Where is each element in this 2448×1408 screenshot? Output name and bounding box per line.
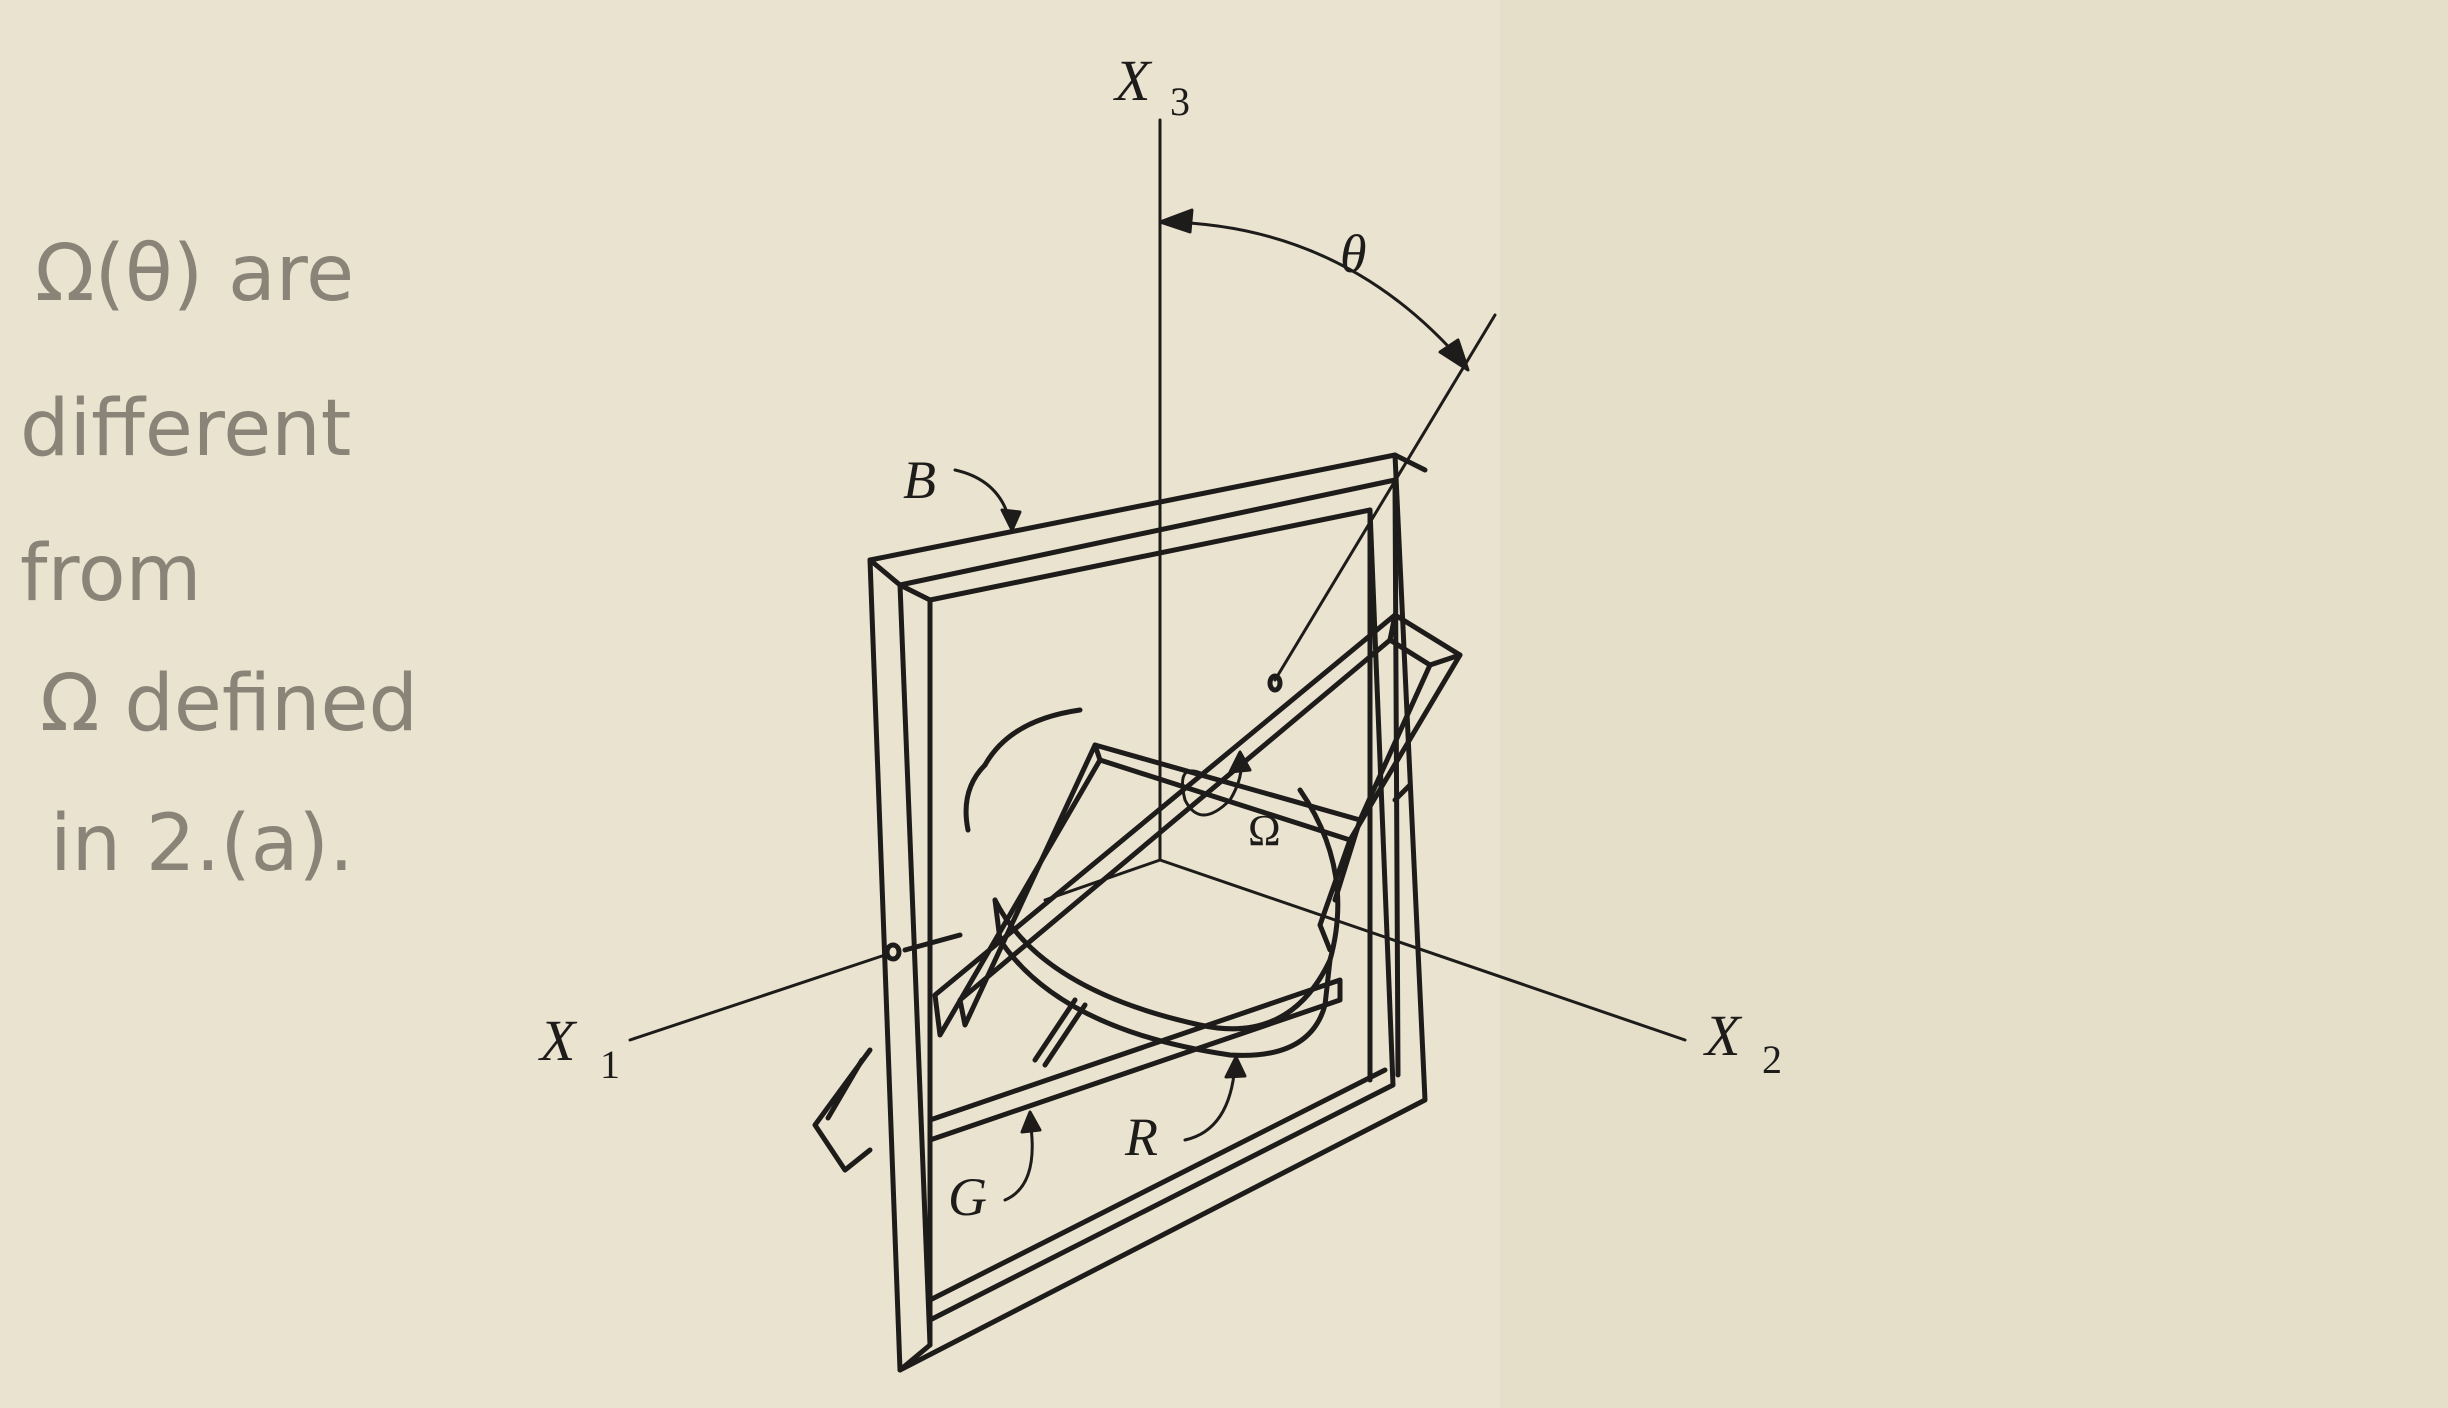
outer-frame-b	[867, 452, 1428, 1373]
note-line-5: in 2.(a).	[50, 799, 354, 889]
label-b: B	[903, 450, 936, 510]
leader-lines	[953, 468, 1247, 1202]
label-g: G	[948, 1167, 987, 1227]
axis-x1-inner	[1043, 858, 1162, 902]
theta-arc	[1158, 208, 1470, 372]
label-omega: Ω	[1248, 806, 1281, 855]
note-line-2: different	[20, 384, 351, 474]
label-x2-sub: 2	[1762, 1037, 1782, 1082]
omega-arrow	[1181, 750, 1252, 817]
paper-shade	[1500, 0, 2448, 1408]
stand-bracket	[812, 1047, 873, 1173]
inner-gimbal-frame	[932, 612, 1463, 1038]
axis-x1	[628, 953, 887, 1042]
label-x1-sub: 1	[600, 1042, 620, 1087]
handwritten-note: Ω(θ) are different from Ω defined in 2.(…	[20, 229, 418, 889]
label-r: R	[1124, 1107, 1158, 1167]
axis-x2	[1158, 858, 1687, 1042]
label-x1: X	[538, 1008, 578, 1073]
label-x2: X	[1703, 1003, 1743, 1068]
label-theta: θ	[1340, 224, 1367, 284]
rotor-disk-r	[963, 707, 1341, 1058]
axle-stubs	[884, 673, 1413, 1068]
note-line-1: Ω(θ) are	[35, 229, 354, 319]
axis-spin	[1273, 313, 1497, 682]
label-x3: X	[1113, 48, 1153, 113]
label-x3-sub: 3	[1170, 79, 1190, 124]
note-line-3: from	[20, 529, 202, 619]
note-line-4: Ω defined	[40, 659, 418, 749]
axes	[628, 118, 1687, 1042]
